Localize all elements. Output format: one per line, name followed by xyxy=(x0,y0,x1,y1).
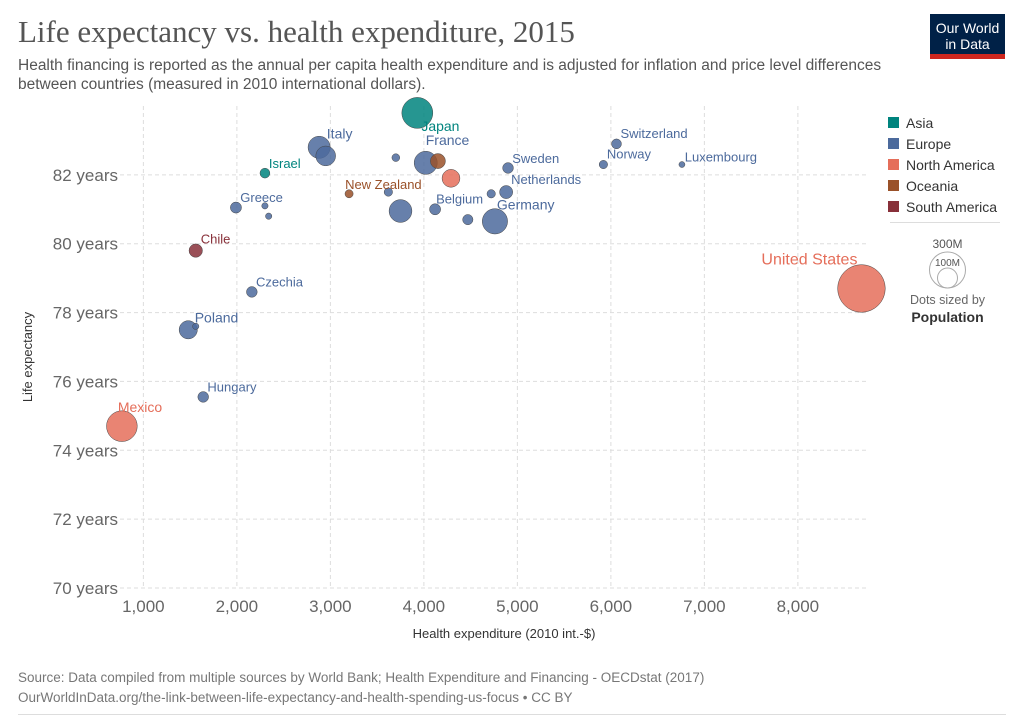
legend-swatch xyxy=(888,180,899,191)
point-label: Mexico xyxy=(118,399,163,415)
logo-line-1: Our World xyxy=(935,20,1000,36)
data-point[interactable] xyxy=(230,201,242,214)
legend-label: South America xyxy=(906,198,998,215)
data-point[interactable] xyxy=(482,208,508,235)
source-text: Source: Data compiled from multiple sour… xyxy=(18,670,705,685)
y-tick-label: 76 years xyxy=(53,372,118,391)
data-point[interactable] xyxy=(499,185,513,199)
point-label: Germany xyxy=(497,196,555,212)
point-label: New Zealand xyxy=(345,177,422,192)
x-tick-label: 7,000 xyxy=(683,597,726,616)
size-legend-circles: 300M 100M xyxy=(929,237,966,289)
y-tick-label: 72 years xyxy=(53,510,118,529)
logo-line-2: in Data xyxy=(945,36,990,52)
legend-label: Europe xyxy=(906,135,952,152)
y-tick-label: 78 years xyxy=(53,304,118,323)
data-point[interactable] xyxy=(188,243,203,258)
x-tick-label: 3,000 xyxy=(309,597,352,616)
data-point[interactable] xyxy=(344,189,354,199)
data-point[interactable] xyxy=(383,187,393,197)
data-point[interactable] xyxy=(429,203,441,216)
point-label: Hungary xyxy=(207,380,257,395)
point-label: Chile xyxy=(201,232,231,247)
point-label: Israel xyxy=(269,156,301,171)
data-point[interactable] xyxy=(388,199,413,223)
point-label: Norway xyxy=(607,147,652,162)
point-label: Czechia xyxy=(256,275,304,290)
y-tick-label: 70 years xyxy=(53,579,118,598)
point-label: Luxembourg xyxy=(685,150,757,165)
data-point[interactable] xyxy=(106,410,138,442)
legend-label: North America xyxy=(906,156,995,173)
data-point[interactable] xyxy=(678,161,686,168)
x-tick-label: 4,000 xyxy=(403,597,446,616)
source-note: Source: Data compiled from multiple sour… xyxy=(18,668,704,708)
data-point[interactable] xyxy=(598,160,608,169)
chart-subtitle: Health financing is reported as the annu… xyxy=(18,57,882,93)
footer-divider xyxy=(18,714,1006,715)
legend-item-south-america[interactable]: South America xyxy=(888,196,997,217)
x-tick-label: 1,000 xyxy=(122,597,165,616)
source-url[interactable]: OurWorldInData.org/the-link-between-life… xyxy=(18,690,573,705)
x-tick-label: 2,000 xyxy=(216,597,259,616)
legend-item-asia[interactable]: Asia xyxy=(888,112,997,133)
y-tick-label: 74 years xyxy=(53,441,118,460)
point-label: Belgium xyxy=(436,191,483,206)
point-label: Switzerland xyxy=(620,126,687,141)
point-label: Japan xyxy=(421,118,459,134)
data-point[interactable] xyxy=(259,167,271,179)
legend-item-europe[interactable]: Europe xyxy=(888,133,997,154)
data-point[interactable] xyxy=(391,153,400,162)
legend-swatch xyxy=(888,159,899,170)
data-point[interactable] xyxy=(261,202,269,210)
point-label: France xyxy=(426,132,470,148)
data-point[interactable] xyxy=(430,153,446,169)
point-label: Sweden xyxy=(512,151,559,166)
legend-label: Oceania xyxy=(906,177,959,194)
owid-logo[interactable]: Our World in Data xyxy=(930,14,1005,59)
x-axis-label: Health expenditure (2010 int.-$) xyxy=(413,626,596,641)
data-point[interactable] xyxy=(192,322,200,330)
legend-swatch xyxy=(888,138,899,149)
legend-swatch xyxy=(888,117,899,128)
point-label: United States xyxy=(761,251,857,268)
point-label: Poland xyxy=(195,309,239,325)
x-tick-label: 8,000 xyxy=(777,597,820,616)
size-legend-small: 100M xyxy=(935,258,960,269)
data-point[interactable] xyxy=(441,169,461,188)
chart-title: Life expectancy vs. health expenditure, … xyxy=(18,14,575,49)
point-label: Italy xyxy=(327,126,353,142)
x-tick-label: 5,000 xyxy=(496,597,539,616)
legend-divider xyxy=(890,222,1000,223)
size-legend-caption: Dots sized by xyxy=(909,293,986,307)
point-label: Greece xyxy=(240,190,283,205)
y-tick-label: 82 years xyxy=(53,166,118,185)
legend-item-north-america[interactable]: North America xyxy=(888,154,997,175)
x-tick-label: 6,000 xyxy=(590,597,633,616)
data-point[interactable] xyxy=(837,264,886,313)
data-point[interactable] xyxy=(486,189,496,199)
y-tick-label: 80 years xyxy=(53,235,118,254)
legend-swatch xyxy=(888,201,899,212)
data-point[interactable] xyxy=(265,212,273,220)
size-legend: 300M 100M Dots sized by Population xyxy=(880,234,1015,325)
data-point[interactable] xyxy=(611,138,622,150)
data-point[interactable] xyxy=(502,162,514,174)
point-label: Netherlands xyxy=(511,172,582,187)
data-point[interactable] xyxy=(401,97,434,129)
data-point[interactable] xyxy=(315,145,336,167)
size-legend-big: 300M xyxy=(932,237,962,251)
legend-label: Asia xyxy=(906,114,934,131)
data-point[interactable] xyxy=(197,391,209,403)
data-point[interactable] xyxy=(462,214,474,226)
size-legend-variable: Population xyxy=(911,309,984,325)
continent-legend: Asia Europe North America Oceania South … xyxy=(888,112,997,217)
data-point[interactable] xyxy=(246,286,258,298)
y-axis-label: Life expectancy xyxy=(20,311,35,402)
legend-item-oceania[interactable]: Oceania xyxy=(888,175,997,196)
